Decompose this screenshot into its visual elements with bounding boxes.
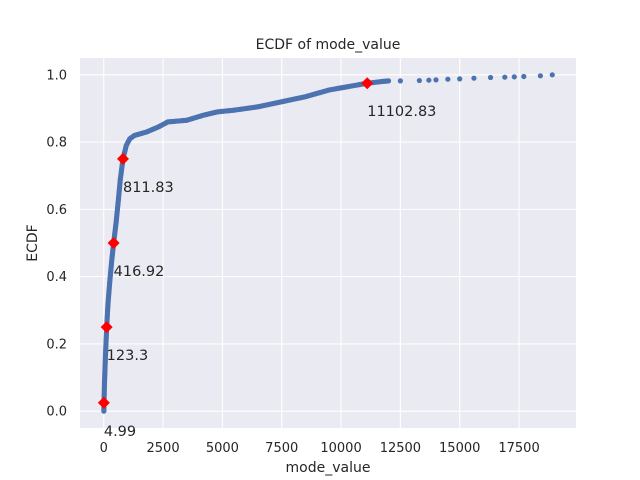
quantile-annotations: 4.99 123.3 416.92 811.83 11102.83 (104, 104, 437, 440)
ecdf-point (416, 77, 422, 84)
plot-background (80, 58, 576, 428)
x-tick-label: 15000 (439, 441, 480, 456)
quantile-label: 811.83 (123, 180, 174, 196)
y-tick-label: 0.6 (46, 203, 67, 218)
quantile-label: 123.3 (107, 348, 149, 364)
ecdf-point (511, 74, 517, 80)
x-tick-label: 5000 (206, 441, 239, 456)
quantile-marker (361, 77, 374, 90)
ecdf-point (426, 77, 432, 83)
y-tick-labels: 0.0 0.2 0.4 0.6 0.8 1.0 (46, 68, 67, 419)
quantile-marker (97, 396, 110, 409)
quantile-label: 4.99 (104, 424, 136, 440)
ecdf-point (537, 73, 544, 79)
ecdf-point (471, 75, 477, 81)
ecdf-point (445, 76, 451, 82)
y-tick-label: 0.8 (46, 136, 67, 151)
x-tick-label: 12500 (380, 441, 421, 456)
y-tick-label: 0.4 (46, 270, 67, 285)
x-tick-label: 7500 (265, 441, 298, 456)
ecdf-point (502, 74, 508, 80)
x-tick-label: 2500 (147, 441, 180, 456)
x-tick-label: 0 (100, 441, 108, 456)
quantile-marker (100, 321, 113, 334)
ecdf-point (549, 72, 555, 78)
ecdf-point (397, 78, 403, 84)
quantile-marker (116, 152, 129, 165)
y-tick-label: 0.2 (46, 337, 67, 352)
quantile-label: 11102.83 (367, 104, 436, 120)
grid-lines (80, 58, 576, 428)
quantile-label: 416.92 (114, 264, 165, 280)
x-tick-label: 10000 (320, 441, 361, 456)
x-tick-label: 17500 (498, 441, 539, 456)
x-axis-label: mode_value (286, 460, 371, 476)
ecdf-point (385, 78, 392, 84)
ecdf-point (487, 74, 494, 81)
ecdf-point (457, 76, 463, 82)
quantile-marker (107, 237, 120, 249)
ecdf-point (433, 77, 439, 83)
y-tick-label: 1.0 (46, 68, 67, 83)
y-axis-label: ECDF (25, 224, 41, 261)
y-tick-label: 0.0 (46, 405, 67, 420)
quantile-markers (97, 77, 374, 409)
chart-title: ECDF of mode_value (256, 37, 401, 53)
x-tick-labels: 0 2500 5000 7500 10000 12500 15000 17500 (100, 441, 540, 456)
ecdf-point (521, 73, 527, 80)
